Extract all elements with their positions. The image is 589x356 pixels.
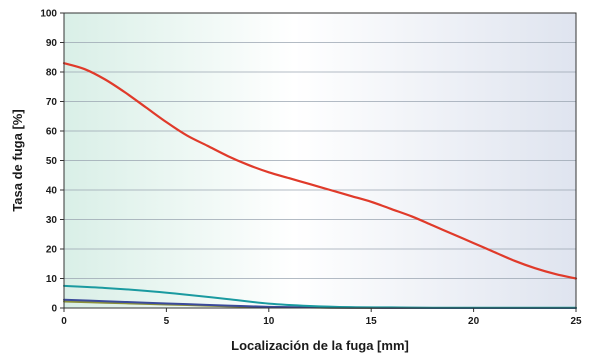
y-tick-label-80: 80: [46, 68, 58, 79]
y-tick-label-100: 100: [40, 9, 57, 20]
y-tick-label-90: 90: [46, 38, 58, 49]
x-axis-title: Localización de la fuga [mm]: [231, 338, 409, 353]
x-tick-label-20: 20: [468, 316, 480, 327]
y-tick-label-20: 20: [46, 245, 58, 256]
y-tick-label-40: 40: [46, 186, 58, 197]
y-tick-label-0: 0: [51, 304, 57, 315]
x-tick-label-15: 15: [366, 316, 378, 327]
x-tick-label-0: 0: [61, 316, 67, 327]
y-axis-title: Tasa de fuga [%]: [10, 109, 25, 211]
gridlines: [64, 42, 576, 279]
x-tick-label-10: 10: [263, 316, 275, 327]
y-tick-label-60: 60: [46, 127, 58, 138]
x-tick-label-5: 5: [164, 316, 170, 327]
axis-ticks: 0 10 20 30 40 50 60 70 80 90 100 0 5 10 15 20 25: [40, 9, 582, 328]
x-tick-label-25: 25: [570, 316, 582, 327]
y-tick-label-70: 70: [46, 97, 58, 108]
y-tick-label-50: 50: [46, 156, 58, 167]
series-line-1: [62, 62, 578, 280]
y-tick-label-10: 10: [46, 274, 58, 285]
y-tick-label-30: 30: [46, 215, 58, 226]
